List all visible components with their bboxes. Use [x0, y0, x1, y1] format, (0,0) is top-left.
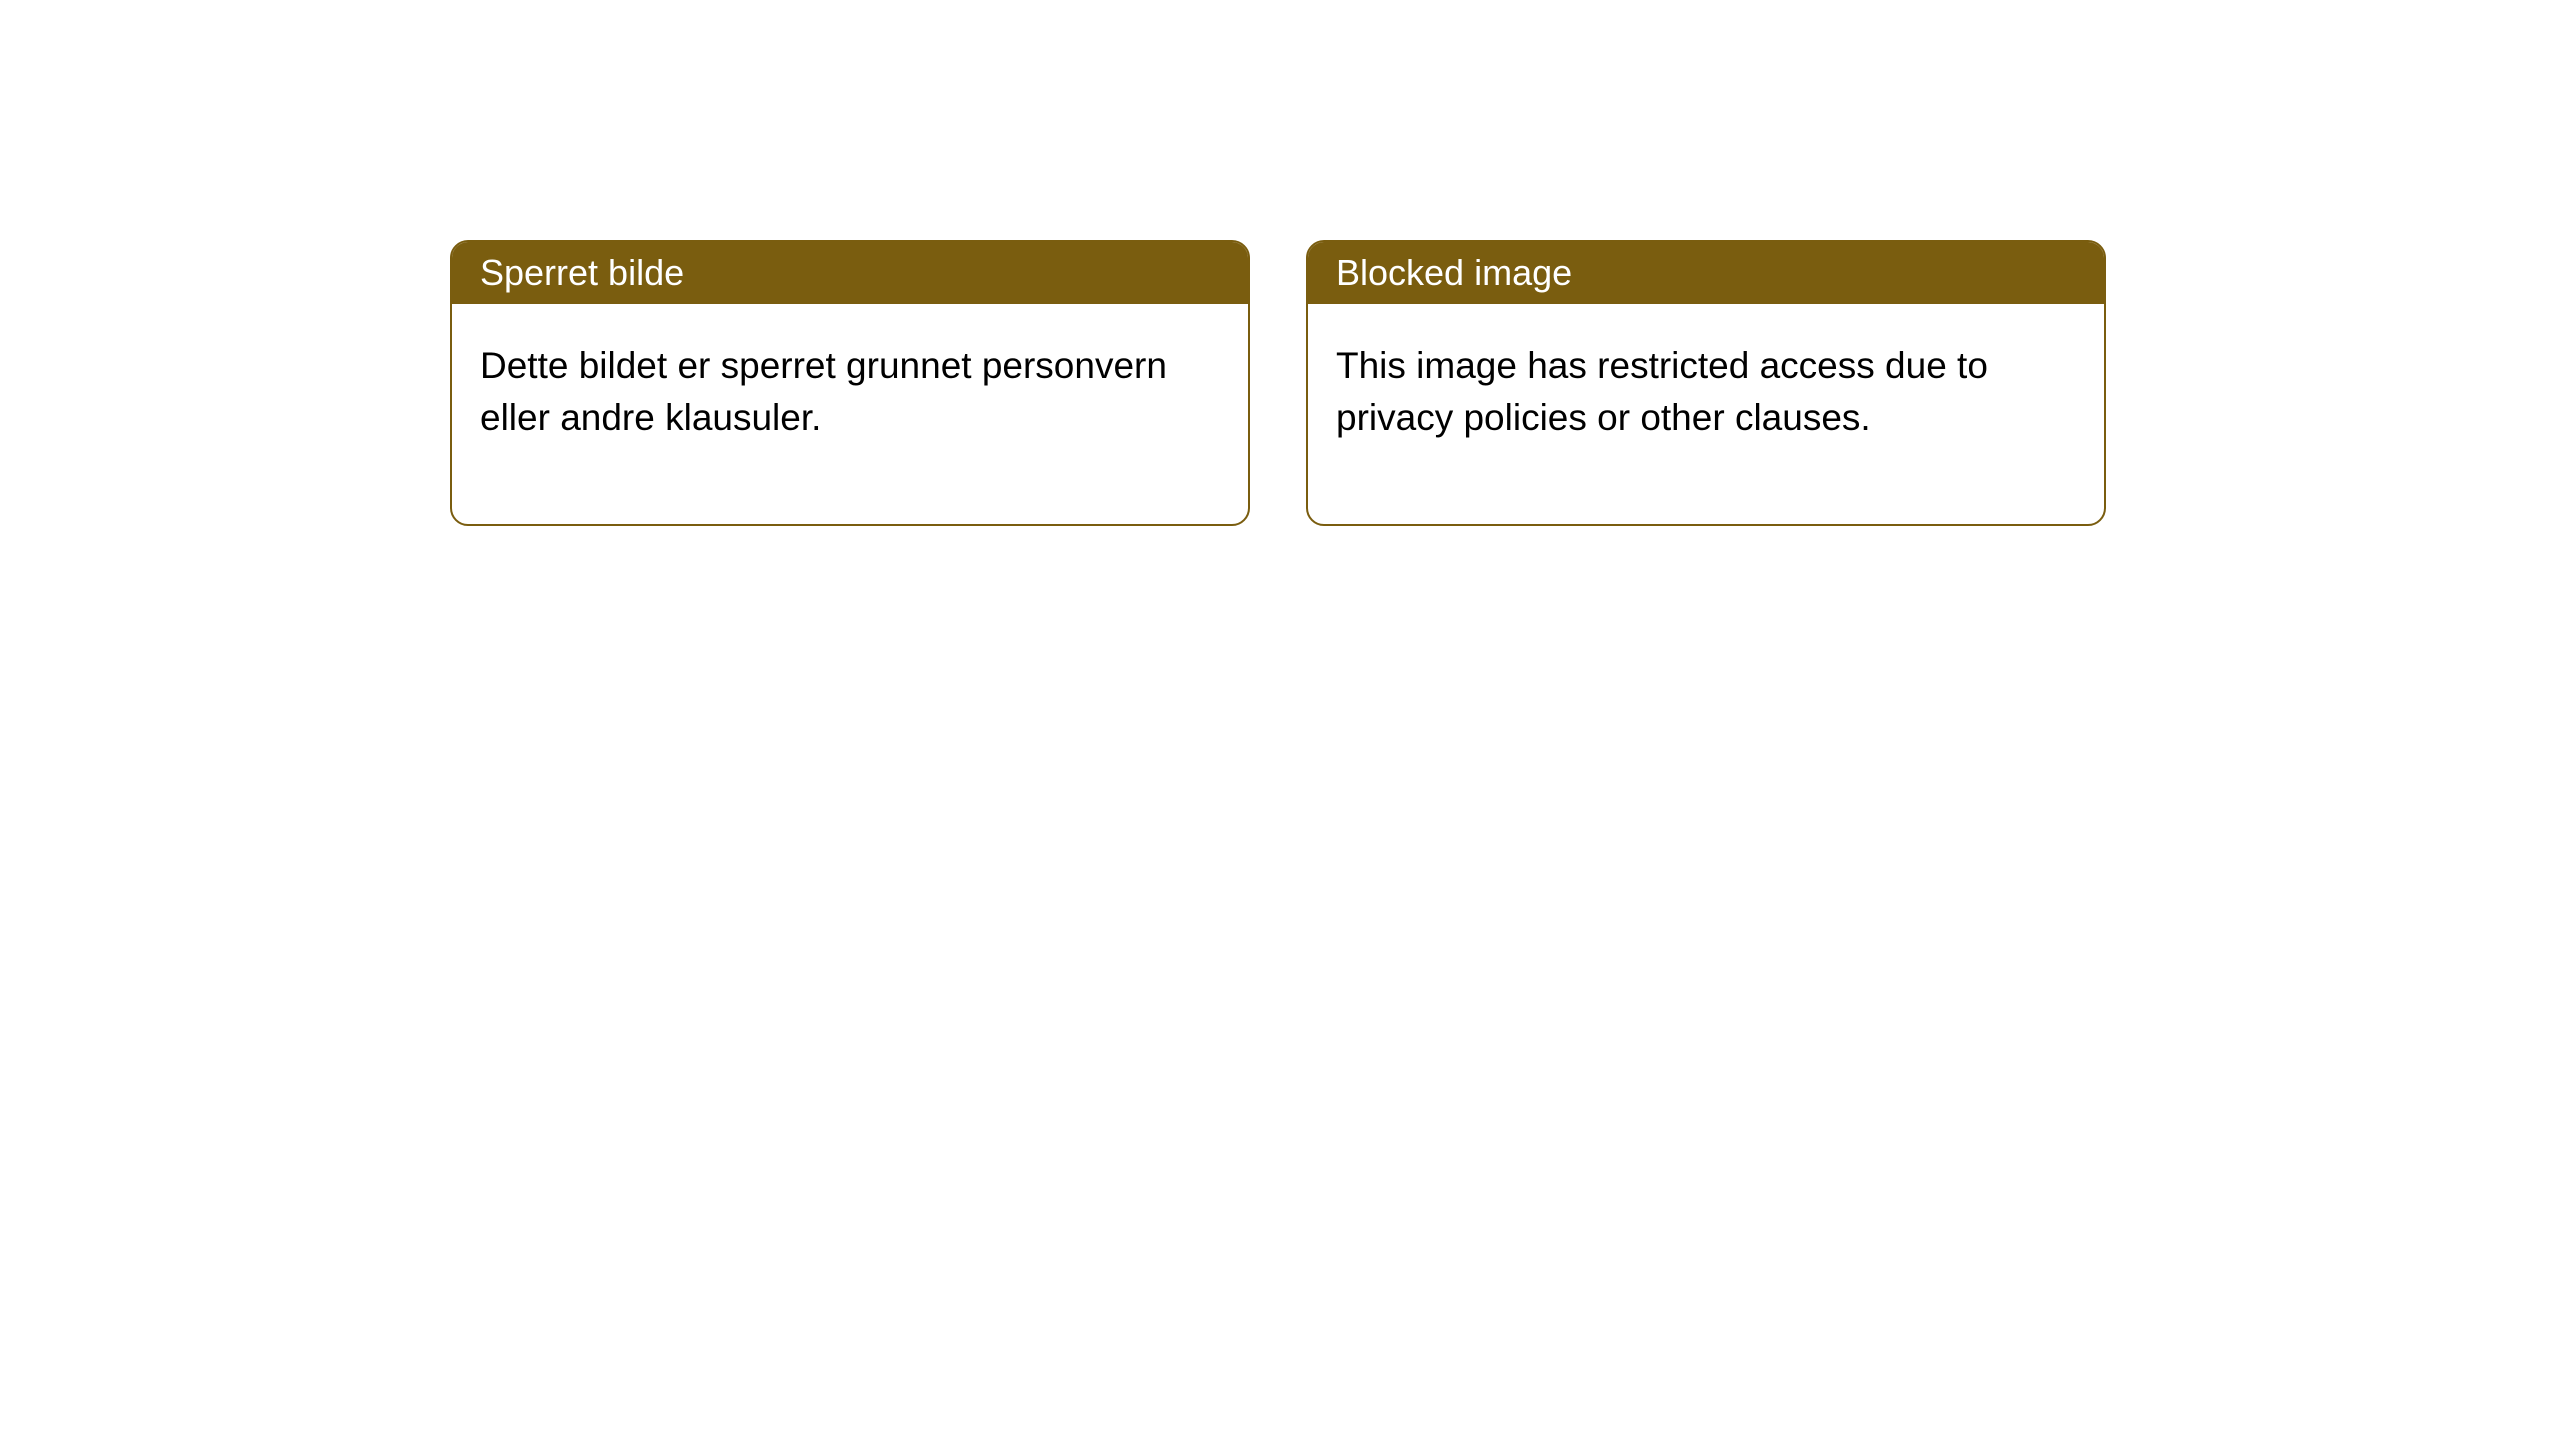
notice-header: Blocked image: [1308, 242, 2104, 304]
notice-box-english: Blocked image This image has restricted …: [1306, 240, 2106, 526]
notice-body: This image has restricted access due to …: [1308, 304, 2104, 524]
notice-box-norwegian: Sperret bilde Dette bildet er sperret gr…: [450, 240, 1250, 526]
notice-container: Sperret bilde Dette bildet er sperret gr…: [450, 240, 2106, 526]
notice-body-text: This image has restricted access due to …: [1336, 345, 1988, 438]
notice-body: Dette bildet er sperret grunnet personve…: [452, 304, 1248, 524]
notice-header: Sperret bilde: [452, 242, 1248, 304]
notice-title: Sperret bilde: [480, 252, 684, 293]
notice-body-text: Dette bildet er sperret grunnet personve…: [480, 345, 1167, 438]
notice-title: Blocked image: [1336, 252, 1572, 293]
